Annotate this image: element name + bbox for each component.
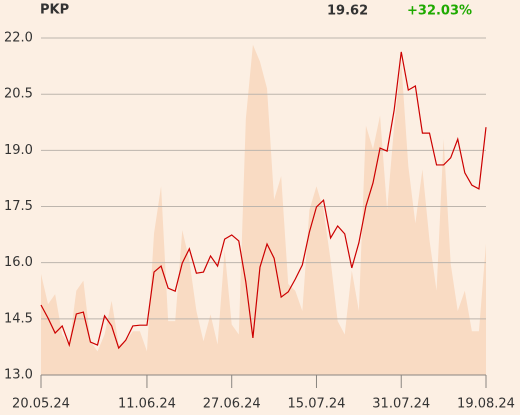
y-tick-label: 17.5 (4, 199, 33, 214)
x-tick-label: 11.06.24 (118, 397, 176, 412)
y-tick-label: 20.5 (4, 87, 33, 102)
y-tick-label: 13.0 (4, 368, 33, 383)
y-tick-label: 14.5 (4, 311, 33, 326)
price-change: +32.03% (407, 4, 472, 19)
x-tick-label: 27.06.24 (203, 397, 261, 412)
y-tick-label: 16.0 (4, 255, 33, 270)
volume-area (41, 44, 486, 376)
last-price: 19.62 (327, 4, 368, 19)
price-line (40, 51, 487, 350)
x-tick-label: 20.05.24 (12, 397, 70, 412)
ticker: PKP (40, 3, 69, 18)
x-tick-label: 19.08.24 (457, 397, 515, 412)
x-tick-label: 31.07.24 (372, 397, 430, 412)
x-tick-label: 15.07.24 (288, 397, 346, 412)
y-tick-label: 19.0 (4, 143, 33, 158)
y-tick-label: 22.0 (4, 31, 33, 46)
